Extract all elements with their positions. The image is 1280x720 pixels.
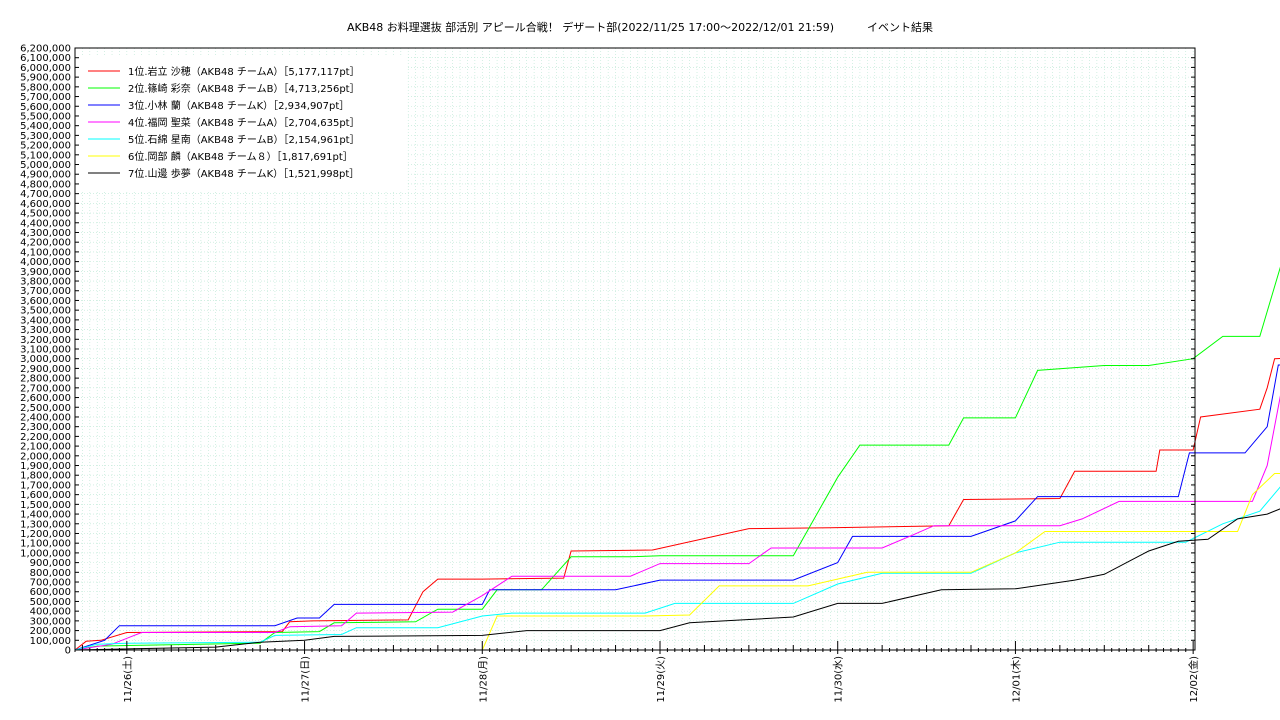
y-tick-label: 4,800,000	[20, 179, 71, 190]
y-tick-label: 1,200,000	[20, 529, 71, 540]
y-tick-label: 600,000	[30, 587, 71, 598]
y-tick-label: 500,000	[30, 597, 71, 608]
y-tick-label: 4,200,000	[20, 238, 71, 249]
series-line-1	[74, 357, 1280, 651]
y-tick-label: 3,900,000	[20, 267, 71, 278]
x-tick-label: 11/28(月)	[477, 656, 489, 703]
y-tick-label: 4,000,000	[20, 257, 71, 268]
y-tick-label: 5,100,000	[20, 150, 71, 161]
y-tick-label: 4,400,000	[20, 218, 71, 229]
y-tick-label: 3,100,000	[20, 345, 71, 356]
legend-box	[80, 55, 406, 190]
y-tick-label: 2,900,000	[20, 364, 71, 375]
y-tick-label: 3,300,000	[20, 325, 71, 336]
y-tick-label: 5,500,000	[20, 111, 71, 122]
y-tick-label: 2,000,000	[20, 451, 71, 462]
y-tick-label: 3,400,000	[20, 315, 71, 326]
y-tick-label: 2,300,000	[20, 422, 71, 433]
y-tick-label: 0	[65, 646, 71, 657]
y-tick-label: 1,300,000	[20, 519, 71, 530]
y-tick-label: 1,100,000	[20, 539, 71, 550]
y-tick-label: 2,100,000	[20, 442, 71, 453]
y-tick-label: 6,000,000	[20, 63, 71, 74]
y-tick-label: 6,100,000	[20, 53, 71, 64]
legend-label-1: 1位.岩立 沙穂（AKB48 チームA）［5,177,117pt］	[128, 65, 360, 78]
y-tick-label: 200,000	[30, 626, 71, 637]
y-tick-label: 900,000	[30, 558, 71, 569]
legend-label-2: 2位.篠崎 彩奈（AKB48 チームB）［4,713,256pt］	[128, 82, 360, 95]
y-tick-label: 5,300,000	[20, 131, 71, 142]
y-tick-label: 5,800,000	[20, 82, 71, 93]
y-tick-label: 100,000	[30, 636, 71, 647]
series-line-2	[74, 266, 1280, 651]
y-tick-label: 5,400,000	[20, 121, 71, 132]
x-tick-label: 12/02(金)	[1187, 656, 1200, 703]
y-tick-label: 5,600,000	[20, 102, 71, 113]
series-line-6	[481, 473, 1280, 651]
legend-label-6: 6位.岡部 麟（AKB48 チーム８）［1,817,691pt］	[128, 150, 353, 163]
y-tick-label: 3,700,000	[20, 286, 71, 297]
y-tick-label: 4,900,000	[20, 170, 71, 181]
x-axis-ticks: 11/26(土) 11/27(日) 11/28(月) 11/29(火) 11/30(水)…	[74, 641, 1200, 703]
y-tick-label: 1,600,000	[20, 490, 71, 501]
y-tick-label: 4,300,000	[20, 228, 71, 239]
legend-label-5: 5位.石綿 星南（AKB48 チームB）［2,154,961pt］	[128, 133, 360, 146]
y-tick-label: 800,000	[30, 568, 71, 579]
y-tick-label: 300,000	[30, 616, 71, 627]
y-tick-label: 1,000,000	[20, 548, 71, 559]
y-tick-label: 3,600,000	[20, 296, 71, 307]
y-tick-label: 1,400,000	[20, 510, 71, 521]
y-tick-label: 5,200,000	[20, 141, 71, 152]
y-axis-ticks: 0100,000200,000300,000400,000500,000600,…	[20, 44, 1195, 657]
y-tick-label: 4,600,000	[20, 199, 71, 210]
x-tick-label: 11/30(水)	[833, 656, 845, 703]
y-tick-label: 1,900,000	[20, 461, 71, 472]
series-line-3	[74, 364, 1280, 651]
y-tick-label: 5,900,000	[20, 73, 71, 84]
y-tick-label: 2,400,000	[20, 412, 71, 423]
y-tick-label: 3,000,000	[20, 354, 71, 365]
x-tick-label: 11/26(土)	[121, 656, 134, 703]
y-tick-label: 5,700,000	[20, 92, 71, 103]
legend: 1位.岩立 沙穂（AKB48 チームA）［5,177,117pt］ 2位.篠崎 彩…	[80, 55, 406, 190]
series-lines	[74, 266, 1280, 651]
legend-label-7: 7位.山邊 歩夢（AKB48 チームK）［1,521,998pt］	[128, 167, 359, 180]
y-tick-label: 5,000,000	[20, 160, 71, 171]
series-line-5	[74, 486, 1280, 651]
legend-label-3: 3位.小林 蘭（AKB48 チームK）［2,934,907pt］	[128, 99, 349, 112]
y-tick-label: 1,700,000	[20, 480, 71, 491]
y-tick-label: 6,200,000	[20, 44, 71, 55]
series-line-7	[74, 508, 1280, 651]
y-tick-label: 700,000	[30, 578, 71, 589]
y-tick-label: 4,100,000	[20, 247, 71, 258]
series-line-4	[74, 395, 1280, 651]
y-tick-label: 2,600,000	[20, 393, 71, 404]
x-tick-label: 12/01(木)	[1010, 656, 1022, 703]
y-tick-label: 4,700,000	[20, 189, 71, 200]
y-tick-label: 2,700,000	[20, 383, 71, 394]
y-tick-label: 4,500,000	[20, 209, 71, 220]
y-tick-label: 3,500,000	[20, 306, 71, 317]
y-tick-label: 400,000	[30, 607, 71, 618]
y-tick-label: 2,200,000	[20, 432, 71, 443]
y-tick-label: 2,500,000	[20, 403, 71, 414]
y-tick-label: 3,800,000	[20, 277, 71, 288]
y-tick-label: 1,800,000	[20, 471, 71, 482]
chart-title: AKB48 お料理選抜 部活別 アピール合戦！ デザート部(2022/11/25…	[346, 21, 934, 34]
x-tick-label: 11/27(日)	[301, 656, 312, 703]
grid-lines	[74, 47, 1195, 651]
y-tick-label: 2,800,000	[20, 374, 71, 385]
x-tick-label: 11/29(火)	[655, 656, 667, 703]
legend-label-4: 4位.福岡 聖菜（AKB48 チームA）［2,704,635pt］	[128, 116, 360, 129]
y-tick-label: 1,500,000	[20, 500, 71, 511]
y-tick-label: 3,200,000	[20, 335, 71, 346]
